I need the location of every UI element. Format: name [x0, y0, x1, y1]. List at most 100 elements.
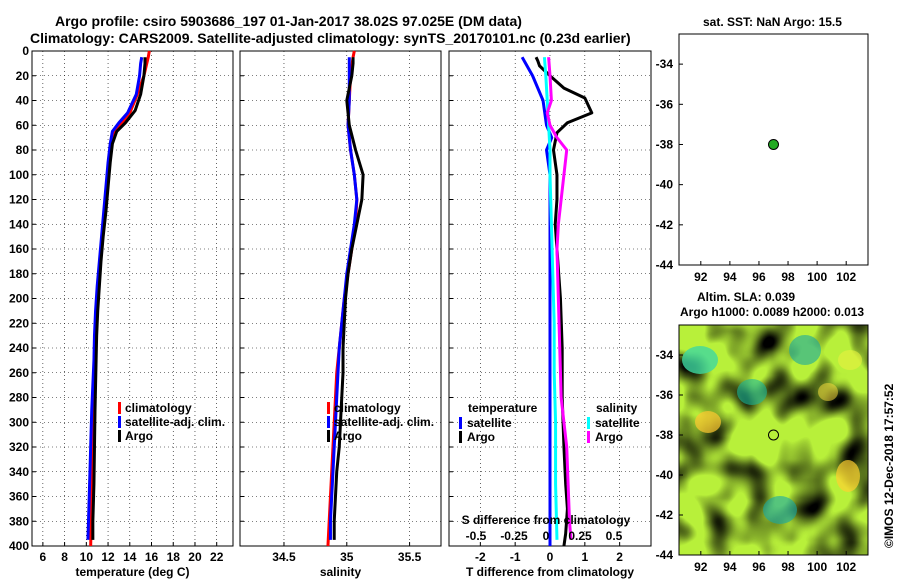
- xtick-label: 12: [101, 550, 115, 564]
- sla-map-subtitle: Argo h1000: 0.0089 h2000: 0.013: [680, 305, 864, 319]
- xtick-label: 102: [836, 270, 856, 284]
- legend-swatch: [118, 416, 121, 428]
- ytick-label: 260: [9, 366, 29, 380]
- ytick-label: -38: [656, 428, 674, 442]
- legend-label: satellite-adj. clim.: [125, 415, 225, 429]
- sst-map-title: sat. SST: NaN Argo: 15.5: [703, 15, 842, 29]
- xtick-label: -1: [510, 550, 521, 564]
- xtick-label: 0: [547, 550, 554, 564]
- legend-swatch: [459, 417, 462, 429]
- xtick-label: 35: [340, 550, 354, 564]
- x2-axis-label: S difference from climatology: [462, 513, 631, 527]
- ytick-label: 120: [9, 193, 29, 207]
- series-line-salinity-argo: [545, 57, 573, 540]
- xtick-label: 92: [694, 270, 708, 284]
- legend-label: climatology: [334, 401, 401, 415]
- series-line-temperature-satellite: [520, 56, 554, 546]
- salinity-panel: 34.5 35 35.5 salinity climatologysatellite-a…: [239, 50, 442, 579]
- xtick-label: 102: [836, 560, 856, 574]
- imos-watermark: ©IMOS 12-Dec-2018 17:57:52: [882, 383, 896, 548]
- ytick-label: 180: [9, 267, 29, 281]
- xtick-label: 96: [752, 560, 766, 574]
- legend-label: Argo: [467, 430, 495, 444]
- x-axis-label: temperature (deg C): [75, 565, 189, 579]
- xtick-label: 98: [781, 560, 795, 574]
- argo-location-marker: [768, 429, 779, 441]
- legend-swatch: [459, 431, 462, 443]
- ytick-label: 140: [9, 217, 29, 231]
- xtick-label: 34.5: [272, 550, 296, 564]
- ytick-label: -36: [656, 97, 674, 111]
- title-line-1: Argo profile: csiro 5903686_197 01-Jan-2…: [55, 13, 522, 29]
- legend-label: Argo: [595, 430, 623, 444]
- xtick-label: 94: [723, 560, 737, 574]
- xtick-label: 98: [781, 270, 795, 284]
- sla-map: -44 -42 -40 -38 -36 -34 92 94 96 98 100 102: [656, 324, 869, 574]
- ytick-label: 400: [9, 539, 29, 553]
- ytick-label: 40: [16, 94, 30, 108]
- legend-swatch: [118, 430, 121, 442]
- panel-frame: [31, 50, 234, 547]
- ytick-label: -44: [656, 258, 674, 272]
- legend-swatch: [327, 430, 330, 442]
- ytick-label: -34: [656, 348, 674, 362]
- ytick-label: 300: [9, 415, 29, 429]
- xtick-label: 20: [188, 550, 202, 564]
- ytick-label: 80: [16, 143, 30, 157]
- xtick-label: 100: [807, 270, 827, 284]
- profile-panels: 0204060801001201401601802002202402602803…: [9, 44, 652, 579]
- ytick-label: -42: [656, 218, 674, 232]
- xtick-label: 2: [616, 550, 623, 564]
- x-axis-label: T difference from climatology: [466, 565, 634, 579]
- legend-swatch: [118, 402, 121, 414]
- legend-title-temperature: temperature: [468, 401, 538, 415]
- difference-panel: -2 -1 0 1 2T difference from climatology temp…: [448, 50, 652, 579]
- series-line-argo: [91, 57, 147, 540]
- xtick-label: 92: [694, 560, 708, 574]
- panel-frame: [239, 50, 442, 547]
- ytick-label: 20: [16, 69, 30, 83]
- sla-map-title: Altim. SLA: 0.039: [697, 290, 795, 304]
- ytick-label: 200: [9, 292, 29, 306]
- x2tick-label: 0.5: [606, 529, 623, 543]
- ytick-label: 160: [9, 242, 29, 256]
- xtick-label: 22: [210, 550, 224, 564]
- legend-label: Argo: [334, 429, 362, 443]
- ytick-label: 0: [22, 44, 29, 58]
- xtick-label: 18: [167, 550, 181, 564]
- ytick-label: 320: [9, 440, 29, 454]
- sst-map: -44 -42 -40 -38 -36 -34 92 94 96 98 100 102: [656, 33, 869, 284]
- x2tick-label: 0: [543, 529, 550, 543]
- ytick-label: 100: [9, 168, 29, 182]
- ytick-label: 280: [9, 391, 29, 405]
- legend-label: climatology: [125, 401, 192, 415]
- ytick-label: 240: [9, 341, 29, 355]
- ytick-label: 340: [9, 465, 29, 479]
- series-line-temperature-argo: [534, 56, 594, 547]
- map-frame: [678, 33, 869, 266]
- ytick-label: -36: [656, 388, 674, 402]
- xtick-label: 8: [61, 550, 68, 564]
- legend-label: satellite: [467, 416, 512, 430]
- xtick-label: 96: [752, 270, 766, 284]
- ytick-label: 380: [9, 514, 29, 528]
- ytick-label: -38: [656, 137, 674, 151]
- ytick-label: -40: [656, 178, 674, 192]
- legend-label: Argo: [125, 429, 153, 443]
- series-line-argo: [332, 57, 365, 540]
- ytick-label: -40: [656, 468, 674, 482]
- legend-swatch: [327, 416, 330, 428]
- xtick-label: 6: [40, 550, 47, 564]
- legend-swatch: [327, 402, 330, 414]
- x2tick-label: -0.25: [500, 529, 528, 543]
- legend-title-salinity: salinity: [596, 401, 638, 415]
- xtick-label: 35.5: [398, 550, 422, 564]
- x-axis-label: salinity: [320, 565, 362, 579]
- series-line-satellite-adj-clim-: [86, 56, 144, 540]
- x2tick-label: 0.25: [568, 529, 592, 543]
- title-line-2: Climatology: CARS2009. Satellite-adjuste…: [30, 30, 631, 46]
- xtick-label: 1: [581, 550, 588, 564]
- ytick-label: -44: [656, 548, 674, 562]
- legend-swatch: [587, 417, 590, 429]
- ytick-label: 360: [9, 490, 29, 504]
